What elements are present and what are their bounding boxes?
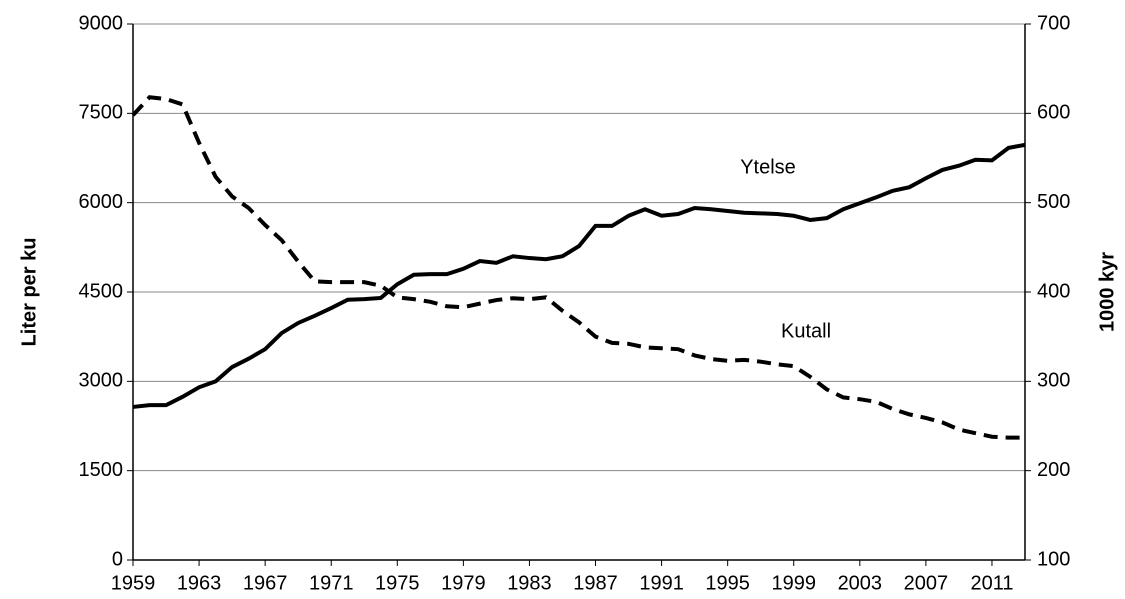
y2-tick-label: 200 [1037, 459, 1070, 481]
x-tick-label: 1983 [507, 572, 552, 594]
x-tick-label: 1963 [177, 572, 222, 594]
x-tick-label: 1967 [243, 572, 288, 594]
y2-tick-label: 600 [1037, 102, 1070, 124]
x-tick-label: 1971 [309, 572, 354, 594]
series-label: Ytelse [740, 156, 796, 178]
series-line [131, 95, 1025, 440]
x-tick-label: 1979 [441, 572, 486, 594]
y-tick-label: 0 [112, 548, 123, 570]
series-label: Kutall [781, 320, 831, 342]
y2-tick-label: 300 [1037, 370, 1070, 392]
y-tick-label: 6000 [79, 191, 124, 213]
x-tick-label: 1991 [639, 572, 684, 594]
y2-axis-title: 1000 kyr [1096, 252, 1118, 332]
x-tick-label: 1975 [375, 572, 420, 594]
x-tick-label: 2011 [970, 572, 1013, 594]
y-tick-label: 9000 [79, 12, 124, 34]
y-tick-label: 1500 [79, 459, 124, 481]
y-axis-title: Liter per ku [18, 238, 40, 347]
x-tick-label: 1999 [771, 572, 816, 594]
series-line [132, 142, 1026, 409]
x-tick-label: 1995 [705, 572, 750, 594]
x-tick-label: 2007 [904, 572, 949, 594]
x-tick-label: 2003 [838, 572, 883, 594]
x-tick-label: 1959 [111, 572, 156, 594]
y-tick-label: 7500 [79, 102, 124, 124]
y2-tick-label: 400 [1037, 280, 1070, 302]
y2-tick-label: 100 [1037, 548, 1070, 570]
y2-tick-label: 700 [1037, 12, 1070, 34]
y-tick-label: 4500 [79, 280, 124, 302]
y2-tick-label: 500 [1037, 191, 1070, 213]
y-tick-label: 3000 [79, 370, 124, 392]
x-tick-label: 1987 [573, 572, 618, 594]
